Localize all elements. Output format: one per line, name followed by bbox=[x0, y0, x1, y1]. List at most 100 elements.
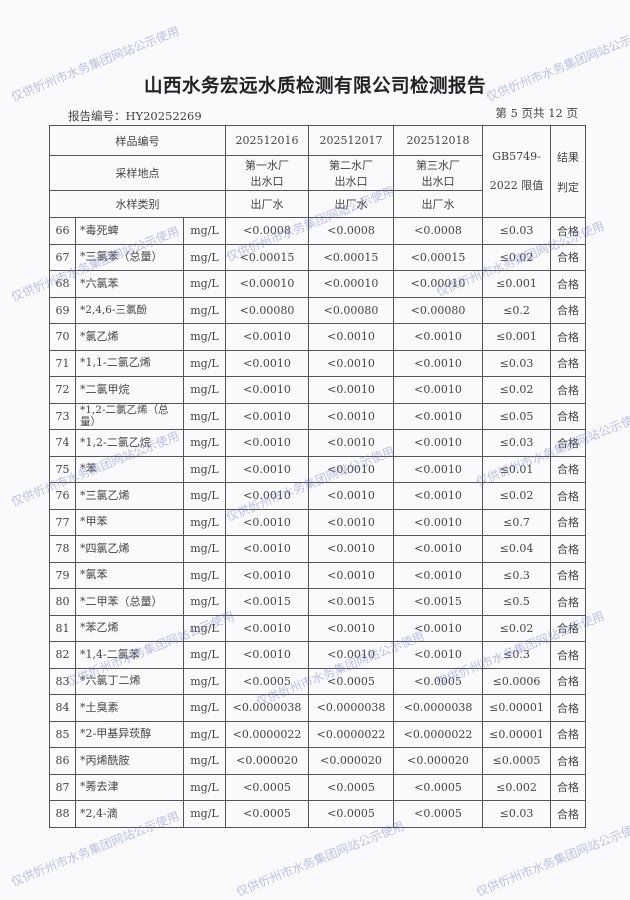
table-row: 80 *二甲苯（总量） mg/L <0.0015 <0.0015 <0.0015 ≤0.5 合… bbox=[49, 588, 586, 616]
item-number: 73 bbox=[49, 402, 76, 430]
value-sample-2: <0.00015 bbox=[308, 243, 394, 271]
value-sample-3: <0.0010 bbox=[393, 561, 483, 589]
result-header-line2: 判定 bbox=[557, 180, 579, 194]
value-sample-1: <0.0010 bbox=[225, 349, 309, 377]
value-sample-1: <0.00015 bbox=[225, 243, 309, 271]
result-value: 合格 bbox=[550, 270, 586, 298]
item-name: *甲苯 bbox=[75, 508, 184, 536]
limit-value: ≤0.00001 bbox=[482, 720, 551, 748]
value-sample-2: <0.0010 bbox=[308, 641, 394, 669]
item-number: 78 bbox=[49, 535, 76, 563]
item-unit: mg/L bbox=[183, 376, 226, 404]
result-value: 合格 bbox=[550, 296, 586, 324]
limit-value: ≤0.00001 bbox=[482, 694, 551, 722]
item-unit: mg/L bbox=[183, 694, 226, 722]
item-number: 84 bbox=[49, 694, 76, 722]
table-row: 72 *二氯甲烷 mg/L <0.0010 <0.0010 <0.0010 ≤0.02 合格 bbox=[49, 376, 586, 404]
item-number: 69 bbox=[49, 296, 76, 324]
item-name: *1,4-二氯苯 bbox=[75, 641, 184, 669]
item-unit: mg/L bbox=[183, 323, 226, 351]
result-header-line1: 结果 bbox=[557, 150, 579, 164]
value-sample-2: <0.0010 bbox=[308, 535, 394, 563]
limit-value: ≤0.03 bbox=[482, 349, 551, 377]
table-row: 82 *1,4-二氯苯 mg/L <0.0010 <0.0010 <0.0010 ≤0.3 合… bbox=[49, 641, 586, 669]
limit-value: ≤0.05 bbox=[482, 402, 551, 430]
limit-value: ≤0.0006 bbox=[482, 667, 551, 695]
limit-value: ≤0.002 bbox=[482, 773, 551, 801]
limit-value: ≤0.01 bbox=[482, 455, 551, 483]
location-line2: 出水口 bbox=[421, 175, 455, 188]
value-sample-1: <0.0010 bbox=[225, 614, 309, 642]
value-sample-2: <0.0010 bbox=[308, 349, 394, 377]
item-number: 76 bbox=[49, 482, 76, 510]
value-sample-3: <0.0010 bbox=[393, 614, 483, 642]
value-sample-1: <0.0008 bbox=[225, 217, 309, 245]
value-sample-2: <0.0010 bbox=[308, 323, 394, 351]
location-label: 采样地点 bbox=[49, 155, 226, 191]
limit-value: ≤0.0005 bbox=[482, 747, 551, 775]
item-name: *三氯乙烯 bbox=[75, 482, 184, 510]
limit-header: GB5749- 2022 限值 bbox=[482, 125, 551, 218]
value-sample-1: <0.0005 bbox=[225, 773, 309, 801]
value-sample-1: <0.0010 bbox=[225, 561, 309, 589]
value-sample-3: <0.0005 bbox=[393, 667, 483, 695]
table-row: 66 *毒死蜱 mg/L <0.0008 <0.0008 <0.0008 ≤0.03 合格 bbox=[49, 217, 586, 245]
header-row-type: 水样类别 出厂水 出厂水 出厂水 bbox=[49, 190, 586, 218]
value-sample-3: <0.0010 bbox=[393, 482, 483, 510]
value-sample-2: <0.0015 bbox=[308, 588, 394, 616]
item-name: *六氯丁二烯 bbox=[75, 667, 184, 695]
value-sample-1: <0.0010 bbox=[225, 376, 309, 404]
value-sample-1: <0.0005 bbox=[225, 800, 309, 828]
table-row: 76 *三氯乙烯 mg/L <0.0010 <0.0010 <0.0010 ≤0.02 合格 bbox=[49, 482, 586, 510]
result-value: 合格 bbox=[550, 402, 586, 430]
item-name: *1,2-二氯乙烷 bbox=[75, 429, 184, 457]
sample-no-label: 样品编号 bbox=[49, 125, 226, 156]
value-sample-2: <0.0010 bbox=[308, 614, 394, 642]
result-value: 合格 bbox=[550, 641, 586, 669]
value-sample-2: <0.00080 bbox=[308, 296, 394, 324]
value-sample-3: <0.0010 bbox=[393, 508, 483, 536]
value-sample-3: <0.0010 bbox=[393, 349, 483, 377]
value-sample-1: <0.0010 bbox=[225, 429, 309, 457]
sample-no: 202512017 bbox=[308, 125, 394, 156]
limit-header-line2: 2022 限值 bbox=[489, 179, 544, 192]
value-sample-1: <0.0005 bbox=[225, 667, 309, 695]
item-unit: mg/L bbox=[183, 588, 226, 616]
item-unit: mg/L bbox=[183, 773, 226, 801]
result-value: 合格 bbox=[550, 561, 586, 589]
value-sample-2: <0.0010 bbox=[308, 455, 394, 483]
item-unit: mg/L bbox=[183, 296, 226, 324]
page-number: 第 5 页共 12 页 bbox=[495, 106, 578, 120]
value-sample-1: <0.0010 bbox=[225, 455, 309, 483]
value-sample-1: <0.0010 bbox=[225, 482, 309, 510]
value-sample-1: <0.0015 bbox=[225, 588, 309, 616]
value-sample-2: <0.0010 bbox=[308, 376, 394, 404]
result-value: 合格 bbox=[550, 800, 586, 828]
table-row: 67 *三氯苯（总量） mg/L <0.00015 <0.00015 <0.00015 ≤0… bbox=[49, 243, 586, 271]
limit-value: ≤0.03 bbox=[482, 217, 551, 245]
item-unit: mg/L bbox=[183, 800, 226, 828]
item-name: *1,2-二氯乙烯（总量） bbox=[75, 402, 184, 430]
value-sample-1: <0.0010 bbox=[225, 323, 309, 351]
value-sample-1: <0.00010 bbox=[225, 270, 309, 298]
value-sample-3: <0.00010 bbox=[393, 270, 483, 298]
limit-value: ≤0.001 bbox=[482, 323, 551, 351]
header-row-sample-no: 样品编号 202512016 202512017 202512018 GB574… bbox=[49, 125, 586, 218]
value-sample-3: <0.0005 bbox=[393, 800, 483, 828]
result-value: 合格 bbox=[550, 482, 586, 510]
item-number: 88 bbox=[49, 800, 76, 828]
table-row: 79 *氯苯 mg/L <0.0010 <0.0010 <0.0010 ≤0.3 合格 bbox=[49, 561, 586, 589]
item-name: *莠去津 bbox=[75, 773, 184, 801]
item-unit: mg/L bbox=[183, 482, 226, 510]
result-value: 合格 bbox=[550, 614, 586, 642]
result-value: 合格 bbox=[550, 747, 586, 775]
item-unit: mg/L bbox=[183, 402, 226, 430]
table-row: 86 *丙烯酰胺 mg/L <0.000020 <0.000020 <0.000020 ≤0… bbox=[49, 747, 586, 775]
location-line2: 出水口 bbox=[250, 175, 284, 188]
item-name: *二氯甲烷 bbox=[75, 376, 184, 404]
item-number: 71 bbox=[49, 349, 76, 377]
item-unit: mg/L bbox=[183, 508, 226, 536]
value-sample-3: <0.0010 bbox=[393, 535, 483, 563]
item-number: 67 bbox=[49, 243, 76, 271]
item-name: *毒死蜱 bbox=[75, 217, 184, 245]
